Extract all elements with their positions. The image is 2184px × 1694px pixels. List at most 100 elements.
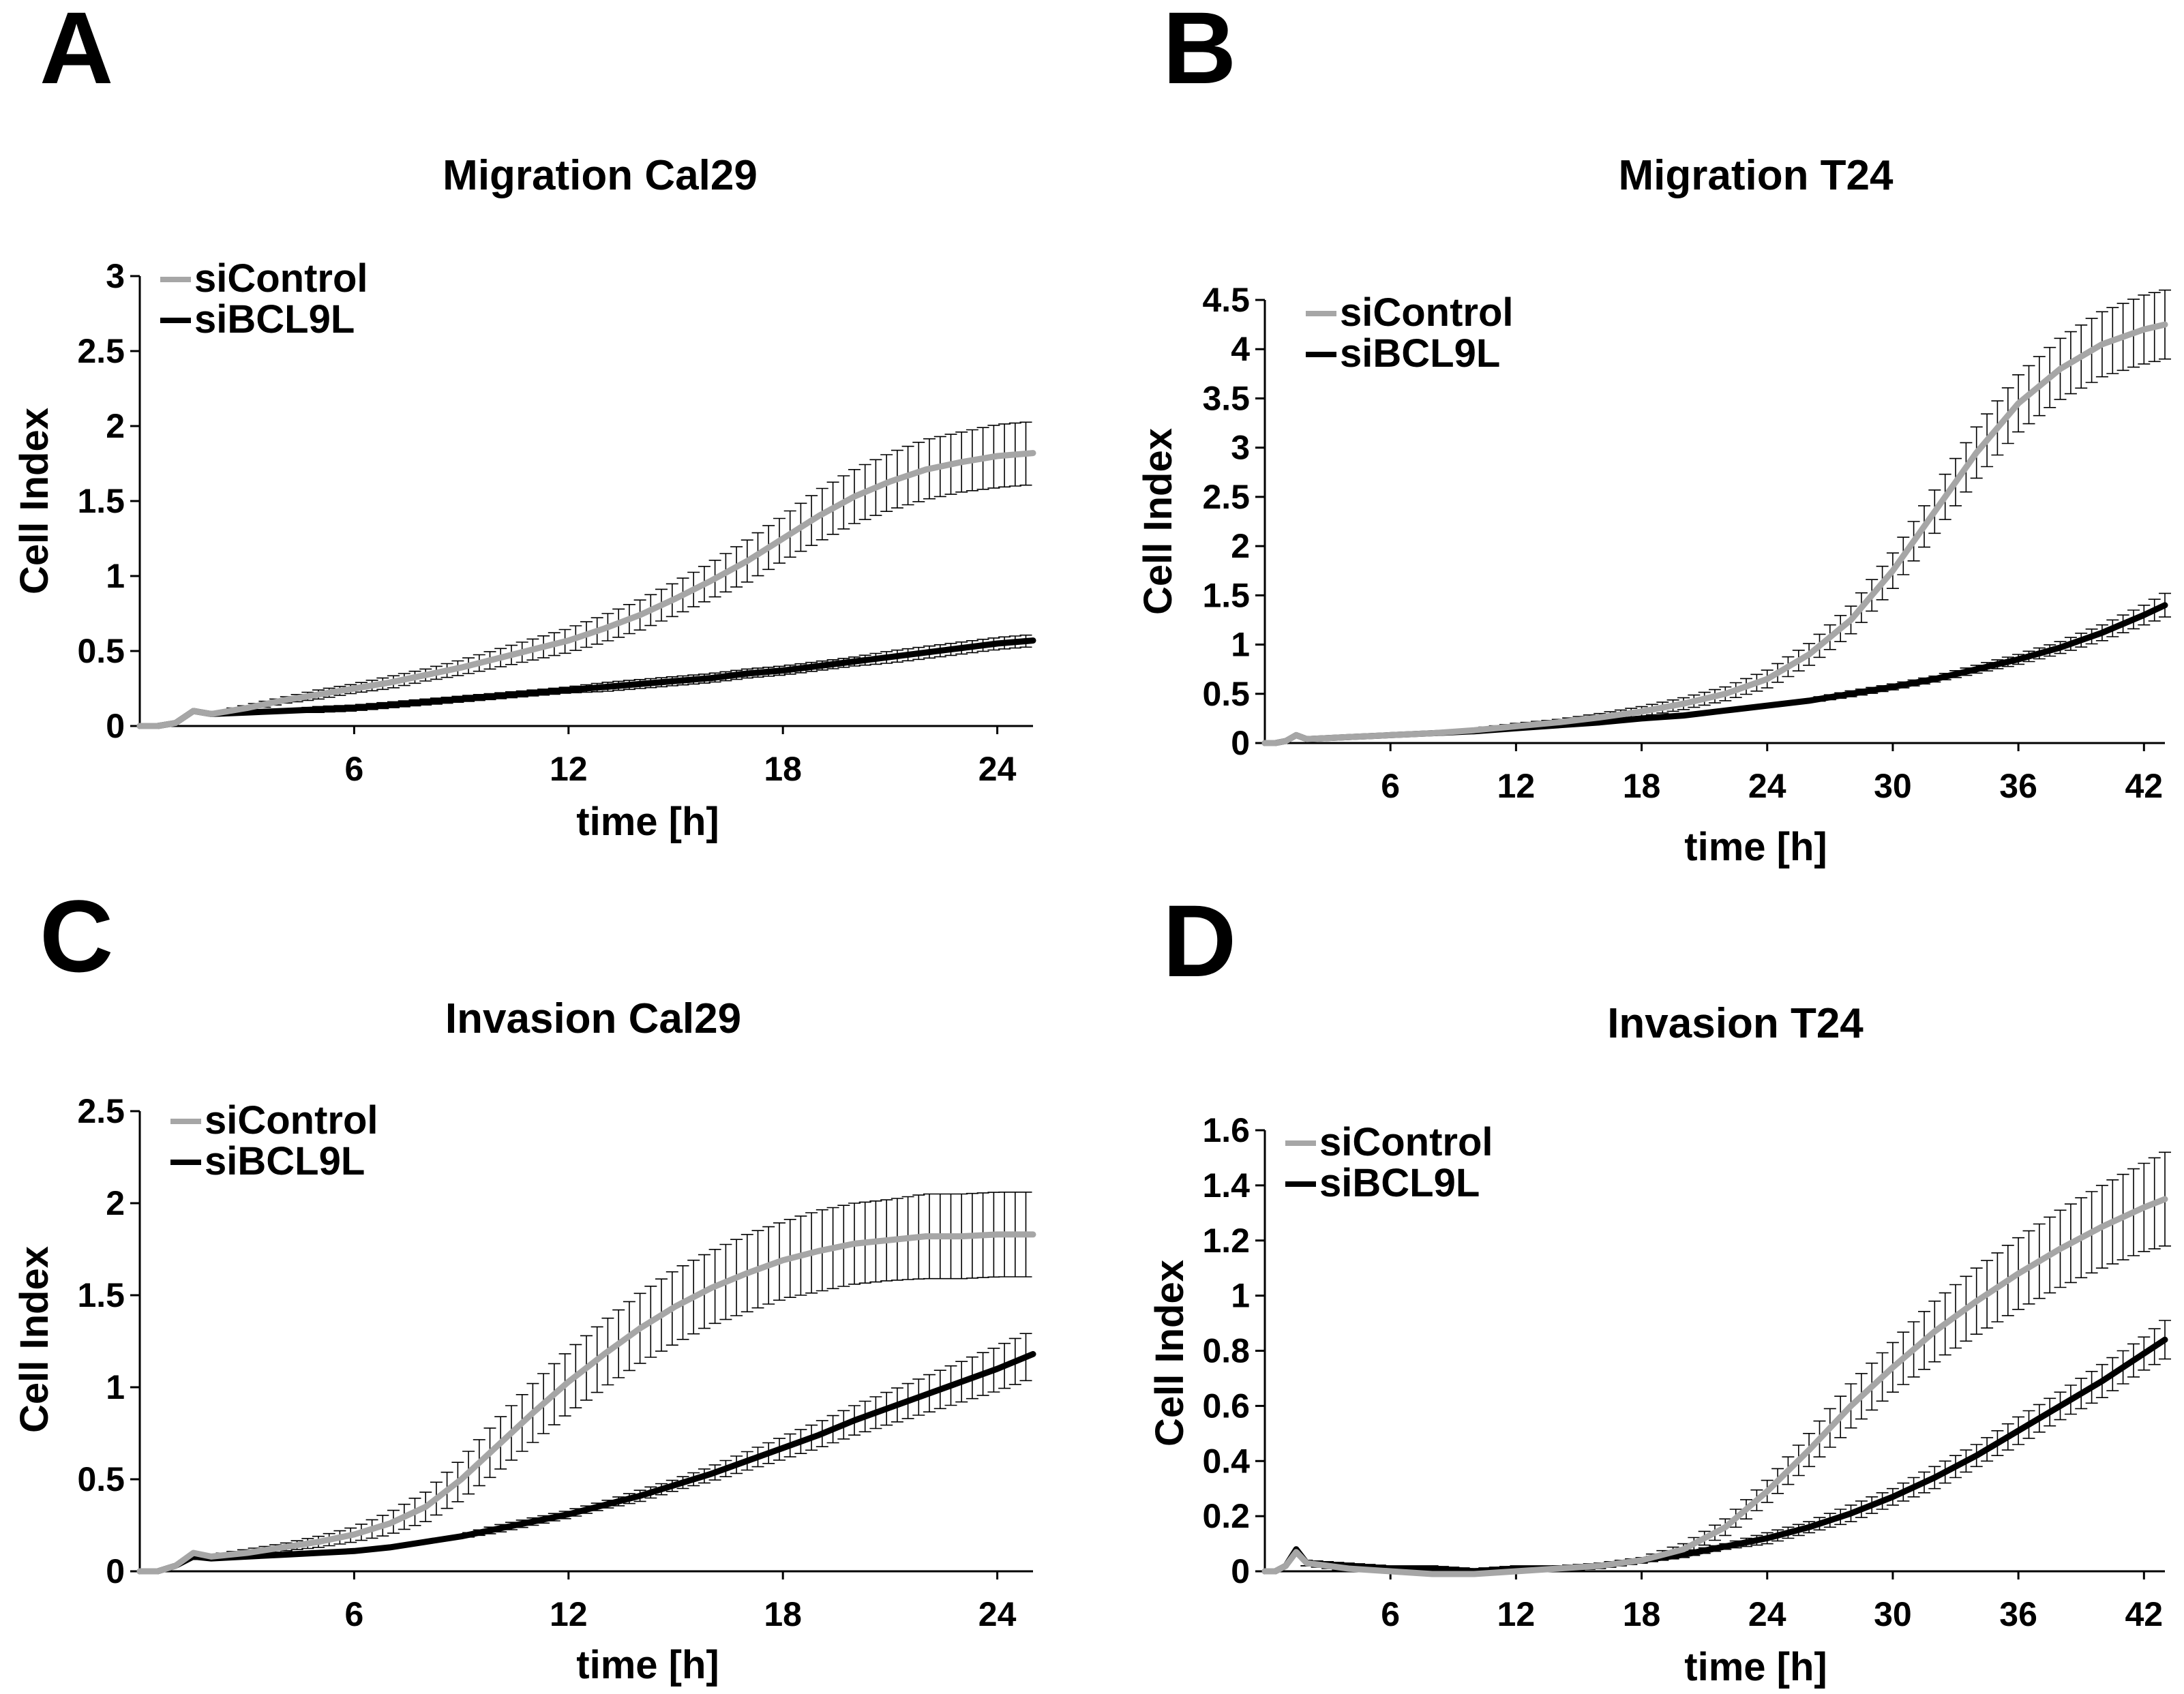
panel-d-sibcl9l-error-bars <box>1300 1320 2171 1572</box>
panel-a-x-tick-label: 12 <box>550 750 588 788</box>
panel-c-x-tick-label: 12 <box>550 1595 588 1633</box>
panel-b-x-tick-label: 42 <box>2125 767 2163 805</box>
panel-b-legend-label-sicontrol: siControl <box>1340 290 1514 335</box>
panel-b-sicontrol-line <box>1261 321 2168 746</box>
panel-b-title: Migration T24 <box>1618 152 1894 199</box>
panel-a-y-tick-label: 2 <box>106 407 125 445</box>
panel-d-y-tick-label: 0.4 <box>1202 1442 1250 1480</box>
panel-b-x-tick-label: 18 <box>1623 767 1661 805</box>
panel-a-x-label: time [h] <box>576 800 719 844</box>
panel-d-y-label: Cell Index <box>1148 1260 1192 1447</box>
panel-c-y-label: Cell Index <box>12 1246 57 1433</box>
panel-a-sicontrol-line <box>136 450 1036 729</box>
panel-c-y-tick-label: 2 <box>106 1184 125 1222</box>
panel-b-y-tick-label: 4.5 <box>1202 281 1250 319</box>
panel-a-legend-label-sibcl9l: siBCL9L <box>194 297 355 342</box>
panel-c: C Invasion Cal29 0 0.5 1 1.5 2 2.5 6 12 18 24 Cell I… <box>12 879 1036 1687</box>
panel-d-y-tick-label: 1.4 <box>1202 1166 1250 1205</box>
panel-c-legend-label-sicontrol: siControl <box>205 1098 378 1143</box>
panel-c-series-sibcl9l <box>462 1333 1032 1538</box>
panel-d-legend-label-sicontrol: siControl <box>1319 1120 1493 1164</box>
panel-d-y-tick-label: 1.2 <box>1202 1222 1250 1260</box>
panel-a-x-tick-label: 18 <box>764 750 802 788</box>
panel-c-sibcl9l-error-bars <box>462 1333 1032 1538</box>
panel-d-y-tick-label: 1.6 <box>1202 1111 1250 1149</box>
panel-a-series-sicontrol <box>226 421 1032 714</box>
panel-b-y-tick-label: 0 <box>1231 724 1250 762</box>
panel-a: A Migration Cal29 0 0.5 1 1.5 2 2.5 3 6 12 18 24 Cell… <box>12 0 1036 844</box>
panel-b-x-tick-label: 36 <box>1999 767 2037 805</box>
panel-d-y-tick-label: 0 <box>1231 1552 1250 1590</box>
panel-b-x-label: time [h] <box>1684 825 1827 869</box>
panel-c-x-tick-label: 18 <box>764 1595 802 1633</box>
panel-b: B Migration T24 0 0.5 1 1.5 2 2.5 3 3.5 4 4.5 6 12 18 2… <box>1136 0 2171 869</box>
panel-d-y-tick-label: 0.8 <box>1202 1332 1250 1370</box>
panel-b-x-tick-label: 6 <box>1381 767 1400 805</box>
panel-c-y-tick-label: 2.5 <box>77 1092 125 1130</box>
panel-d-x-tick-label: 6 <box>1381 1595 1400 1633</box>
panel-c-title: Invasion Cal29 <box>445 995 741 1042</box>
panel-d-y-tick-label: 1 <box>1231 1277 1250 1315</box>
panel-c-y-tick-label: 0.5 <box>77 1460 125 1498</box>
panel-b-x-tick-label: 24 <box>1748 767 1786 805</box>
panel-c-x-label: time [h] <box>576 1643 719 1687</box>
panel-d-letter: D <box>1163 883 1236 998</box>
panel-a-letter: A <box>40 0 113 105</box>
panel-a-y-tick-label: 0 <box>106 707 125 745</box>
panel-b-series-sicontrol <box>1478 289 2171 732</box>
panel-a-title: Migration Cal29 <box>443 152 758 199</box>
panel-b-sibcl9l-line <box>1261 602 2168 746</box>
panel-b-series-sibcl9l <box>1813 592 2171 702</box>
panel-d-sicontrol-line <box>1261 1196 2168 1577</box>
panel-b-y-tick-label: 1 <box>1231 626 1250 664</box>
panel-c-legend-label-sibcl9l: siBCL9L <box>205 1139 365 1183</box>
panel-c-letter: C <box>40 879 113 993</box>
panel-a-y-tick-label: 0.5 <box>77 632 125 670</box>
panel-d-x-tick-label: 18 <box>1623 1595 1661 1633</box>
panel-b-y-tick-label: 0.5 <box>1202 675 1250 713</box>
panel-c-y-tick-label: 1 <box>106 1368 125 1406</box>
panel-b-y-label: Cell Index <box>1136 428 1180 615</box>
panel-b-y-tick-label: 4 <box>1231 330 1250 368</box>
panel-a-sibcl9l-line <box>136 637 1036 729</box>
panel-b-x-tick-label: 30 <box>1874 767 1912 805</box>
panel-d-title: Invasion T24 <box>1607 1000 1864 1047</box>
panel-c-y-tick-label: 1.5 <box>77 1276 125 1314</box>
panel-a-y-tick-label: 1 <box>106 557 125 595</box>
panel-b-sibcl9l-error-bars <box>1813 592 2171 702</box>
panel-d-series-sicontrol <box>1300 1151 2171 1572</box>
panel-d-x-label: time [h] <box>1684 1645 1827 1689</box>
panel-d-x-tick-label: 30 <box>1874 1595 1912 1633</box>
panel-c-y-tick-label: 0 <box>106 1552 125 1590</box>
panel-c-sicontrol-line <box>136 1231 1036 1575</box>
panel-c-x-tick-label: 24 <box>978 1595 1017 1633</box>
panel-d-x-tick-label: 42 <box>2125 1595 2163 1633</box>
panel-a-y-tick-label: 1.5 <box>77 482 125 520</box>
panel-a-sicontrol-error-bars <box>226 421 1032 714</box>
panel-d-x-tick-label: 24 <box>1748 1595 1786 1633</box>
panel-a-x-tick-label: 6 <box>344 750 363 788</box>
panel-b-legend-label-sibcl9l: siBCL9L <box>1340 331 1500 376</box>
panel-b-letter: B <box>1163 0 1236 105</box>
panel-d-x-tick-label: 12 <box>1497 1595 1536 1633</box>
panel-b-y-tick-label: 3 <box>1231 429 1250 467</box>
panel-a-y-label: Cell Index <box>12 408 57 594</box>
panel-a-x-tick-label: 24 <box>978 750 1017 788</box>
panel-b-x-tick-label: 12 <box>1497 767 1536 805</box>
panel-a-y-tick-label: 3 <box>106 257 125 295</box>
panel-d-y-tick-label: 0.2 <box>1202 1497 1250 1535</box>
panel-b-sicontrol-error-bars <box>1478 289 2171 732</box>
panel-d-y-tick-label: 0.6 <box>1202 1387 1250 1425</box>
panel-a-legend-label-sicontrol: siControl <box>194 256 368 301</box>
panel-b-y-tick-label: 2.5 <box>1202 478 1250 516</box>
panel-d-series-sibcl9l <box>1300 1320 2171 1572</box>
panel-d-sicontrol-error-bars <box>1300 1151 2171 1572</box>
panel-b-y-tick-label: 2 <box>1231 527 1250 565</box>
panel-c-x-tick-label: 6 <box>344 1595 363 1633</box>
panel-d: D Invasion T24 0 0.2 0.4 0.6 0.8 1 1.2 1.4 1.6 6 12 1… <box>1148 883 2171 1689</box>
panel-b-y-tick-label: 1.5 <box>1202 576 1250 614</box>
panel-b-y-tick-label: 3.5 <box>1202 379 1250 417</box>
panel-d-legend-label-sibcl9l: siBCL9L <box>1319 1161 1480 1205</box>
panel-a-y-tick-label: 2.5 <box>77 332 125 370</box>
